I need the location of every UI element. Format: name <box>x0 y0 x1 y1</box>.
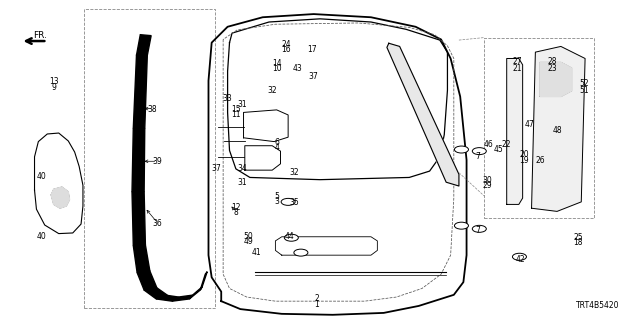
Circle shape <box>472 225 486 232</box>
Polygon shape <box>387 43 459 186</box>
Text: 33: 33 <box>223 94 232 103</box>
Text: 3: 3 <box>274 197 279 206</box>
Text: 52: 52 <box>579 79 589 88</box>
Polygon shape <box>133 245 150 273</box>
Text: TRT4B5420: TRT4B5420 <box>576 301 620 310</box>
Polygon shape <box>51 187 70 208</box>
Text: 7: 7 <box>476 152 481 161</box>
Text: 40: 40 <box>36 232 47 241</box>
Text: 9: 9 <box>51 83 56 92</box>
Text: 37: 37 <box>212 164 221 173</box>
Text: 20: 20 <box>519 150 529 159</box>
Text: 1: 1 <box>314 300 319 309</box>
Text: 44: 44 <box>285 232 294 241</box>
Text: 19: 19 <box>519 156 529 164</box>
Polygon shape <box>172 295 193 301</box>
Text: 15: 15 <box>231 105 241 114</box>
Text: 31: 31 <box>237 178 247 187</box>
Text: 17: 17 <box>307 45 317 54</box>
Polygon shape <box>136 35 151 55</box>
Polygon shape <box>507 59 523 204</box>
Text: 11: 11 <box>231 110 241 119</box>
Text: 16: 16 <box>282 45 291 54</box>
Text: 45: 45 <box>493 145 503 154</box>
Circle shape <box>284 234 298 241</box>
Text: 51: 51 <box>579 86 589 95</box>
Polygon shape <box>35 133 83 234</box>
Text: 25: 25 <box>573 233 583 242</box>
Text: 10: 10 <box>272 64 282 73</box>
Text: 8: 8 <box>234 208 238 217</box>
Text: 4: 4 <box>274 143 279 152</box>
Polygon shape <box>133 55 147 128</box>
Text: 5: 5 <box>274 192 279 201</box>
Circle shape <box>281 198 295 205</box>
Circle shape <box>294 249 308 256</box>
Polygon shape <box>144 288 168 299</box>
Text: 36: 36 <box>152 219 163 228</box>
Text: 24: 24 <box>282 40 291 49</box>
Circle shape <box>513 253 527 260</box>
Polygon shape <box>156 295 179 301</box>
Text: 2: 2 <box>314 294 319 303</box>
Text: 49: 49 <box>244 237 253 246</box>
Text: 23: 23 <box>547 64 557 73</box>
Text: 41: 41 <box>252 248 261 257</box>
Text: 35: 35 <box>290 198 300 207</box>
Circle shape <box>454 146 468 153</box>
Text: 42: 42 <box>516 255 525 264</box>
Text: 12: 12 <box>231 203 241 212</box>
Text: 27: 27 <box>513 57 522 66</box>
Text: 26: 26 <box>535 156 545 164</box>
Text: 14: 14 <box>272 60 282 68</box>
Circle shape <box>454 222 468 229</box>
Polygon shape <box>532 46 585 212</box>
Polygon shape <box>132 128 145 192</box>
Text: 32: 32 <box>290 168 300 177</box>
Text: 37: 37 <box>308 72 319 81</box>
Text: 28: 28 <box>547 57 557 66</box>
Text: 7: 7 <box>476 226 481 235</box>
Text: 48: 48 <box>553 126 563 135</box>
Text: 50: 50 <box>244 232 253 241</box>
Text: 13: 13 <box>49 77 58 86</box>
Text: 46: 46 <box>484 140 493 148</box>
Polygon shape <box>189 287 202 299</box>
Text: FR.: FR. <box>33 31 47 40</box>
Text: 22: 22 <box>502 140 511 148</box>
Polygon shape <box>200 272 207 290</box>
Text: 21: 21 <box>513 64 522 73</box>
Text: 47: 47 <box>524 120 534 129</box>
Polygon shape <box>540 62 572 97</box>
Text: 34: 34 <box>237 164 247 173</box>
Polygon shape <box>137 271 157 290</box>
Text: 29: 29 <box>482 181 492 190</box>
Text: 6: 6 <box>274 138 279 147</box>
Text: 43: 43 <box>292 63 302 73</box>
Text: 39: 39 <box>152 157 163 166</box>
Text: 32: 32 <box>268 86 277 95</box>
Polygon shape <box>132 192 145 246</box>
Text: 31: 31 <box>237 100 247 109</box>
Text: 38: 38 <box>148 105 157 114</box>
Text: 30: 30 <box>482 176 492 185</box>
Text: 40: 40 <box>36 172 47 181</box>
Circle shape <box>472 148 486 155</box>
Text: 18: 18 <box>573 238 583 247</box>
